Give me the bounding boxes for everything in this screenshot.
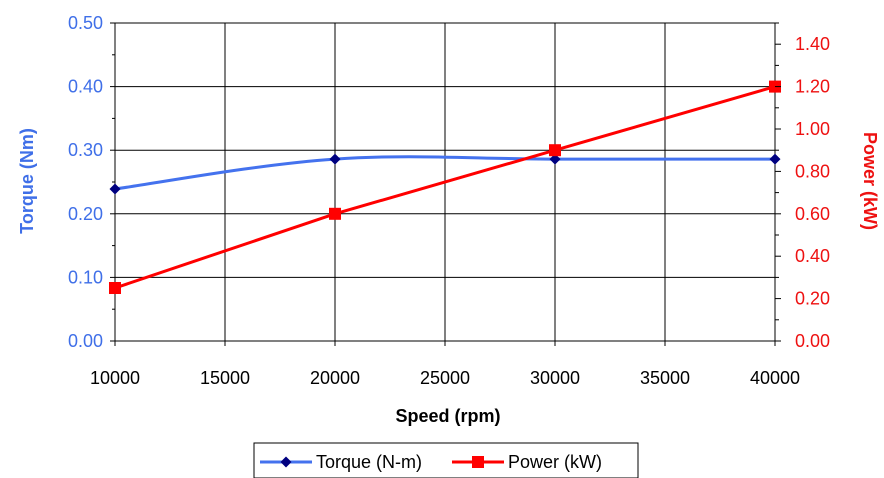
series-layer <box>109 80 781 294</box>
x-tick-label: 15000 <box>200 368 250 388</box>
x-tick-label: 30000 <box>530 368 580 388</box>
legend-power-kw-label: Power (kW) <box>508 452 602 472</box>
x-tick-label: 35000 <box>640 368 690 388</box>
power-kw-point <box>109 282 121 294</box>
y-right-tick-label: 1.40 <box>795 34 830 54</box>
legend-box <box>253 442 639 478</box>
y-left-tick-label: 0.10 <box>68 267 103 287</box>
legend-power-kw-marker <box>472 456 484 468</box>
y-right-tick-label: 0.20 <box>795 289 830 309</box>
grid <box>115 23 775 341</box>
y-right-tick-label: 1.00 <box>795 119 830 139</box>
torque-n-m-point <box>329 153 341 165</box>
y-axis-right-title: Power (kW) <box>860 132 880 230</box>
legend-torque-n-m-marker <box>280 456 292 468</box>
legend: Torque (N-m) Power (kW) <box>253 442 639 478</box>
torque-n-m-point <box>109 183 121 195</box>
y-left-tick-label: 0.50 <box>68 13 103 33</box>
axes: 10000 15000 20000 25000 30000 35000 40000 0.00 0… <box>68 13 830 388</box>
x-tick-label: 20000 <box>310 368 360 388</box>
y-right-tick-label: 0.80 <box>795 161 830 181</box>
y-right-tick-label: 1.20 <box>795 77 830 97</box>
x-tick-label: 40000 <box>750 368 800 388</box>
x-tick-label: 25000 <box>420 368 470 388</box>
y-left-tick-label: 0.00 <box>68 331 103 351</box>
torque-n-m-line <box>114 155 775 191</box>
power-kw-line <box>114 85 776 290</box>
torque-n-m-point <box>549 153 561 165</box>
y-right-tick-label: 0.00 <box>795 331 830 351</box>
y-axis-left-title: Torque (Nm) <box>17 128 37 234</box>
y-left-tick-label: 0.20 <box>68 204 103 224</box>
x-tick-label: 10000 <box>90 368 140 388</box>
torque-n-m-point <box>769 153 781 165</box>
y-left-tick-label: 0.30 <box>68 140 103 160</box>
power-kw-point <box>329 207 341 220</box>
x-axis-title: Speed (rpm) <box>395 406 500 426</box>
y-right-tick-label: 0.60 <box>795 204 830 224</box>
y-left-tick-label: 0.40 <box>68 77 103 97</box>
power-kw-point <box>549 144 561 157</box>
y-right-tick-label: 0.40 <box>795 246 830 266</box>
legend-torque-n-m-label: Torque (N-m) <box>316 452 422 472</box>
